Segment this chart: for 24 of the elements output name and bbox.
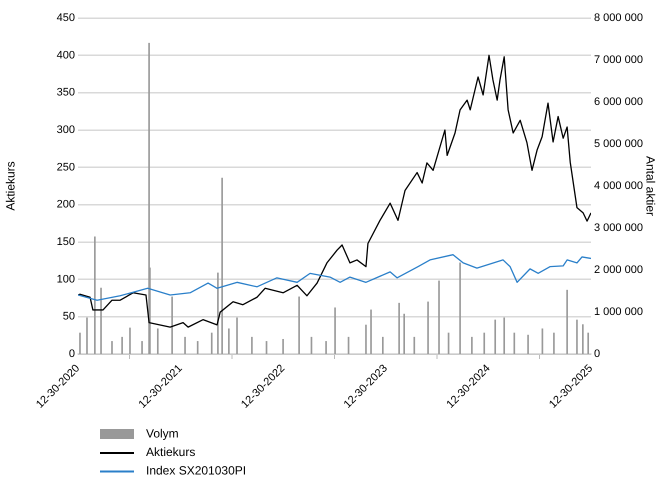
y2-tick-label: 1 000 000 [594,306,643,318]
y-tick-label: 0 [68,348,75,360]
y-tick-label: 300 [56,124,75,136]
y2-axis-title: Antal aktier [643,156,658,216]
legend-label: Aktiekurs [146,444,196,459]
legend-label: Index SX201030PI [146,463,246,478]
y-axis-title: Aktiekurs [4,161,18,211]
y-tick-label: 200 [56,198,75,211]
y-tick-label: 250 [56,161,75,174]
y-tick-label: 400 [56,49,75,62]
y2-tick-label: 2 000 000 [594,264,643,276]
y2-tick-label: 3 000 000 [594,222,643,234]
y-tick-label: 150 [56,236,75,248]
legend-label: Volym [146,426,179,440]
y2-tick-label: 7 000 000 [594,54,643,66]
y-tick-label: 50 [62,310,75,323]
y2-tick-label: 4 000 000 [594,180,643,192]
y-tick-label: 350 [56,86,75,99]
y2-tick-label: 5 000 000 [594,138,643,150]
y-tick-label: 100 [56,273,75,286]
y2-tick-label: 8 000 000 [594,12,643,24]
y2-tick-label: 0 [594,348,600,360]
y2-tick-label: 6 000 000 [594,96,643,108]
y-tick-label: 450 [56,12,75,24]
